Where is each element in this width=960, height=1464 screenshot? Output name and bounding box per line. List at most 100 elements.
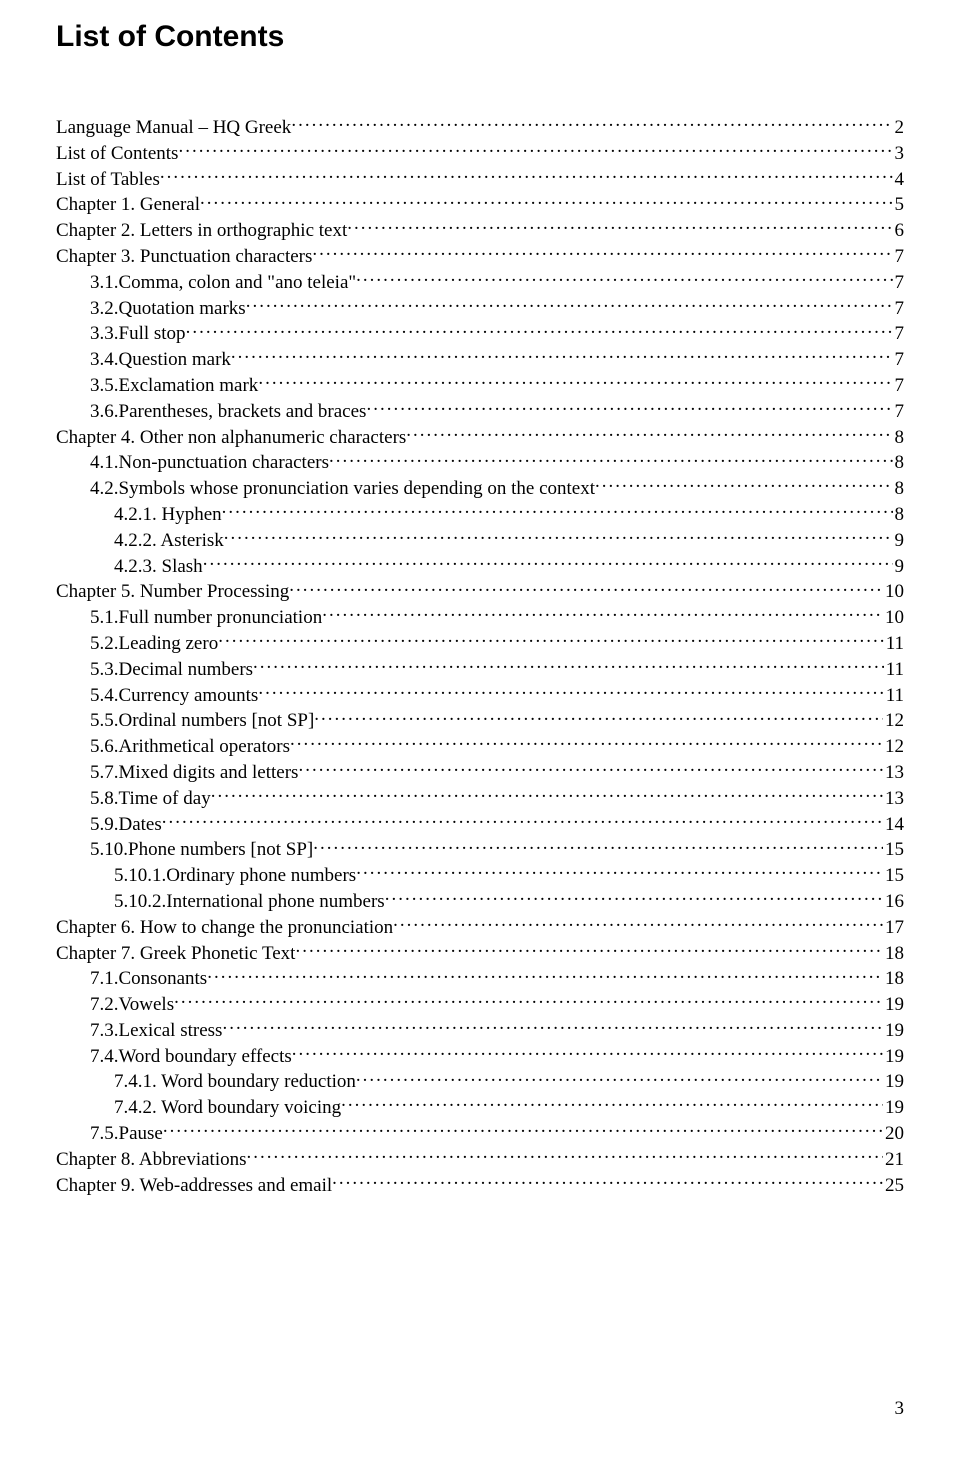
toc-leader-dots	[295, 940, 883, 959]
toc-entry-label: 5.6.Arithmetical operators	[90, 736, 290, 759]
toc-leader-dots	[356, 269, 892, 288]
toc-entry: 5.7.Mixed digits and letters13	[56, 759, 904, 785]
toc-entry-label: List of Tables	[56, 169, 160, 192]
toc-entry: 5.2.Leading zero11	[56, 630, 904, 656]
toc-entry-label: 7.1.Consonants	[90, 968, 207, 991]
toc-leader-dots	[253, 656, 884, 675]
toc-entry-page: 21	[883, 1149, 904, 1172]
toc-entry-label: Chapter 7. Greek Phonetic Text	[56, 943, 295, 966]
toc-entry: 7.2.Vowels19	[56, 991, 904, 1017]
toc-leader-dots	[291, 114, 892, 133]
toc-entry-page: 8	[893, 504, 905, 527]
toc-leader-dots	[385, 888, 883, 907]
toc-entry-page: 19	[883, 1046, 904, 1069]
toc-entry-label: 5.10.2.International phone numbers	[114, 891, 385, 914]
toc-leader-dots	[203, 553, 893, 572]
toc-entry-label: 7.3.Lexical stress	[90, 1020, 222, 1043]
toc-entry-page: 13	[883, 762, 904, 785]
toc-entry: 7.4.1. Word boundary reduction19	[56, 1068, 904, 1094]
toc-entry-label: 4.2.1. Hyphen	[114, 504, 222, 527]
toc-entry: 4.1.Non-punctuation characters8	[56, 449, 904, 475]
toc-leader-dots	[186, 320, 893, 339]
toc-leader-dots	[224, 527, 893, 546]
toc-entry-label: 7.5.Pause	[90, 1123, 163, 1146]
toc-entry-label: 3.1.Comma, colon and "ano teleia"	[90, 272, 356, 295]
toc-entry: 5.10.1.Ordinary phone numbers15	[56, 862, 904, 888]
table-of-contents: Language Manual – HQ Greek2List of Conte…	[56, 114, 904, 1197]
toc-entry: 5.10.Phone numbers [not SP] 15	[56, 836, 904, 862]
toc-leader-dots	[366, 398, 892, 417]
toc-entry-page: 11	[884, 659, 904, 682]
toc-entry-label: 7.4.Word boundary effects	[90, 1046, 292, 1069]
toc-entry-label: 3.2.Quotation marks	[90, 298, 246, 321]
toc-entry-page: 10	[883, 607, 904, 630]
toc-entry-label: 3.3.Full stop	[90, 323, 186, 346]
toc-leader-dots	[174, 991, 883, 1010]
toc-entry-page: 25	[883, 1175, 904, 1198]
toc-entry-label: 5.10.Phone numbers [not SP]	[90, 839, 313, 862]
toc-entry-label: 3.6.Parentheses, brackets and braces	[90, 401, 366, 424]
toc-entry-page: 14	[883, 814, 904, 837]
toc-entry-label: 7.4.2. Word boundary voicing	[114, 1097, 341, 1120]
toc-leader-dots	[222, 501, 893, 520]
toc-entry-page: 12	[883, 710, 904, 733]
toc-entry: Chapter 4. Other non alphanumeric charac…	[56, 424, 904, 450]
toc-entry-page: 7	[893, 272, 905, 295]
toc-leader-dots	[313, 836, 883, 855]
toc-entry: Chapter 3. Punctuation characters 7	[56, 243, 904, 269]
toc-entry-page: 11	[884, 685, 904, 708]
toc-entry-label: Language Manual – HQ Greek	[56, 117, 291, 140]
toc-entry: Chapter 5. Number Processing10	[56, 578, 904, 604]
toc-entry: 5.5.Ordinal numbers [not SP]12	[56, 707, 904, 733]
page-title: List of Contents	[56, 20, 904, 54]
toc-leader-dots	[329, 449, 893, 468]
toc-leader-dots	[246, 295, 893, 314]
toc-leader-dots	[200, 191, 892, 210]
toc-leader-dots	[356, 862, 883, 881]
page: List of Contents Language Manual – HQ Gr…	[0, 0, 960, 1464]
toc-entry: 3.5.Exclamation mark7	[56, 372, 904, 398]
toc-entry-page: 9	[893, 530, 905, 553]
toc-entry-page: 7	[893, 298, 905, 321]
page-number: 3	[895, 1398, 905, 1420]
toc-entry: 5.3.Decimal numbers11	[56, 656, 904, 682]
toc-entry: 5.6.Arithmetical operators 12	[56, 733, 904, 759]
toc-entry: Chapter 1. General5	[56, 191, 904, 217]
toc-entry-page: 18	[883, 943, 904, 966]
toc-leader-dots	[258, 372, 892, 391]
toc-leader-dots	[298, 759, 883, 778]
toc-entry: Language Manual – HQ Greek2	[56, 114, 904, 140]
toc-entry-page: 17	[883, 917, 904, 940]
toc-entry-label: 4.2.2. Asterisk	[114, 530, 224, 553]
toc-entry-page: 3	[893, 143, 905, 166]
toc-leader-dots	[211, 785, 883, 804]
toc-entry-page: 8	[893, 452, 905, 475]
toc-leader-dots	[162, 811, 883, 830]
toc-entry-label: 4.2.Symbols whose pronunciation varies d…	[90, 478, 595, 501]
toc-entry-page: 16	[883, 891, 904, 914]
toc-entry-page: 15	[883, 839, 904, 862]
toc-entry-label: 5.9.Dates	[90, 814, 162, 837]
toc-entry-page: 12	[883, 736, 904, 759]
toc-entry-page: 7	[893, 246, 905, 269]
toc-leader-dots	[163, 1120, 883, 1139]
toc-entry: List of Tables4	[56, 166, 904, 192]
toc-entry: 5.9.Dates 14	[56, 811, 904, 837]
toc-leader-dots	[289, 578, 883, 597]
toc-leader-dots	[218, 630, 884, 649]
toc-entry-label: 4.2.3. Slash	[114, 556, 203, 579]
toc-entry-label: 5.4.Currency amounts	[90, 685, 258, 708]
toc-entry-page: 6	[893, 220, 905, 243]
toc-entry-page: 18	[883, 968, 904, 991]
toc-leader-dots	[356, 1068, 883, 1087]
toc-entry: Chapter 8. Abbreviations 21	[56, 1146, 904, 1172]
toc-leader-dots	[231, 346, 893, 365]
toc-entry-label: 5.1.Full number pronunciation	[90, 607, 322, 630]
toc-leader-dots	[292, 1043, 883, 1062]
toc-entry: 4.2.Symbols whose pronunciation varies d…	[56, 475, 904, 501]
toc-entry: Chapter 7. Greek Phonetic Text 18	[56, 940, 904, 966]
toc-leader-dots	[322, 604, 883, 623]
toc-entry-page: 8	[893, 478, 905, 501]
toc-entry-label: Chapter 3. Punctuation characters	[56, 246, 312, 269]
toc-entry-label: Chapter 8. Abbreviations	[56, 1149, 247, 1172]
